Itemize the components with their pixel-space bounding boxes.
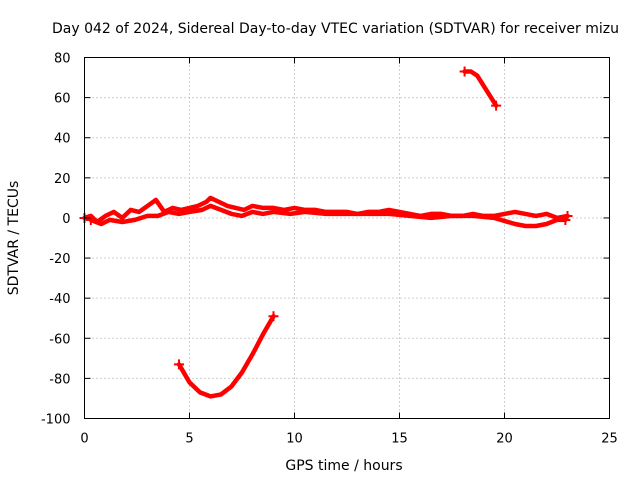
data-series <box>79 66 573 399</box>
series-line-2 <box>88 203 568 229</box>
series-point-marker <box>85 214 96 225</box>
x-tick-label: 10 <box>286 432 303 447</box>
series-line-4 <box>176 313 276 399</box>
x-tick-label: 20 <box>496 432 513 447</box>
series-line-3 <box>462 69 499 108</box>
y-axis-label: SDTVAR / TECUs <box>6 181 22 296</box>
series-point-marker <box>268 311 279 322</box>
x-axis-label: GPS time / hours <box>285 458 402 474</box>
series-point-marker <box>491 100 502 111</box>
series-point-marker <box>560 214 571 225</box>
y-tick-label: -20 <box>49 252 70 267</box>
series-point-marker <box>459 66 470 77</box>
x-tick-label: 0 <box>80 432 88 447</box>
y-tick-label: 0 <box>62 212 70 227</box>
x-tick-label: 25 <box>601 432 618 447</box>
y-tick-label: 60 <box>54 92 71 107</box>
y-tick-label: -80 <box>49 372 70 387</box>
y-tick-label: -60 <box>49 332 70 347</box>
y-tick-label: -100 <box>41 413 71 428</box>
series-point-marker <box>174 359 184 370</box>
plot-frame <box>84 57 610 419</box>
y-tick-label: 40 <box>54 132 71 147</box>
x-tick-label: 15 <box>391 432 408 447</box>
y-tick-label: 80 <box>54 52 71 67</box>
grid-lines <box>84 57 610 419</box>
x-tick-label: 5 <box>185 432 193 447</box>
y-tick-label: 20 <box>54 172 71 187</box>
chart-title: Day 042 of 2024, Sidereal Day-to-day VTE… <box>52 21 619 37</box>
axis-ticks: 0 5 10 15 20 25 -100 -80 -60 -40 -20 0 20 40 60 80 <box>41 52 618 447</box>
y-tick-label: -40 <box>49 292 70 307</box>
